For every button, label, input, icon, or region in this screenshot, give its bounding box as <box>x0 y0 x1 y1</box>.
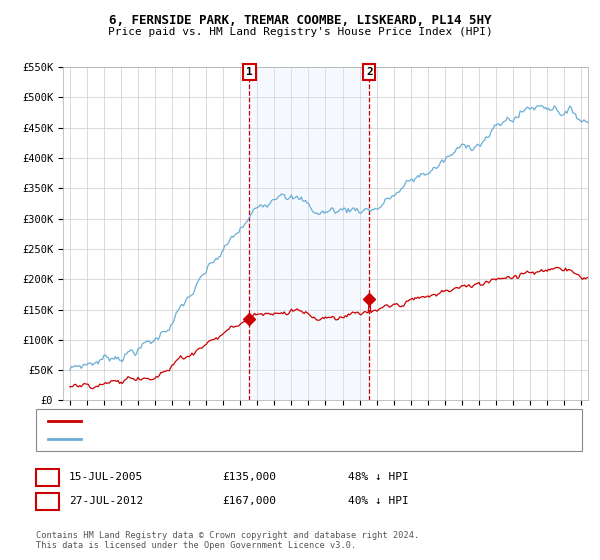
Text: 1: 1 <box>246 67 253 77</box>
Text: 1: 1 <box>44 472 51 482</box>
Text: HPI: Average price, detached house, Cornwall: HPI: Average price, detached house, Corn… <box>87 434 346 444</box>
Text: 40% ↓ HPI: 40% ↓ HPI <box>348 496 409 506</box>
Text: 27-JUL-2012: 27-JUL-2012 <box>69 496 143 506</box>
Text: Contains HM Land Registry data © Crown copyright and database right 2024.
This d: Contains HM Land Registry data © Crown c… <box>36 531 419 550</box>
Text: Price paid vs. HM Land Registry's House Price Index (HPI): Price paid vs. HM Land Registry's House … <box>107 27 493 38</box>
Text: 48% ↓ HPI: 48% ↓ HPI <box>348 472 409 482</box>
Text: 2: 2 <box>366 67 373 77</box>
Text: £167,000: £167,000 <box>222 496 276 506</box>
Text: 6, FERNSIDE PARK, TREMAR COOMBE, LISKEARD, PL14 5HY: 6, FERNSIDE PARK, TREMAR COOMBE, LISKEAR… <box>109 14 491 27</box>
Bar <box>250 67 370 400</box>
Text: £135,000: £135,000 <box>222 472 276 482</box>
Text: 6, FERNSIDE PARK, TREMAR COOMBE, LISKEARD, PL14 5HY (detached house): 6, FERNSIDE PARK, TREMAR COOMBE, LISKEAR… <box>87 416 487 426</box>
Text: 2: 2 <box>44 496 51 506</box>
Text: 15-JUL-2005: 15-JUL-2005 <box>69 472 143 482</box>
